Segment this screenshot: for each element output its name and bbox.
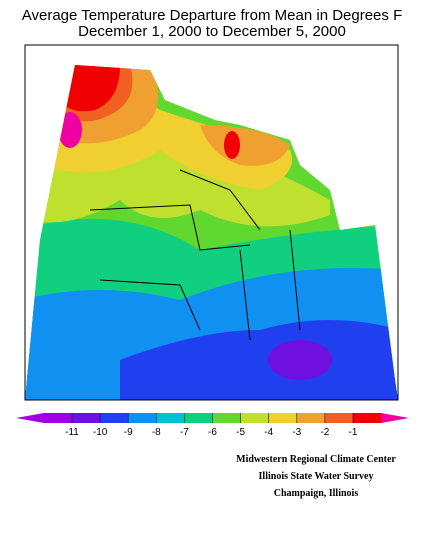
legend-label: -1 bbox=[349, 427, 358, 438]
legend-label: -8 bbox=[152, 427, 161, 438]
legend-swatch bbox=[268, 413, 297, 423]
legend-swatch bbox=[100, 413, 129, 423]
credit: Illinois State Water Survey bbox=[259, 471, 374, 482]
legend-arrow bbox=[15, 413, 72, 423]
legend-swatch bbox=[296, 413, 325, 423]
legend-swatch bbox=[128, 413, 157, 423]
legend-swatch bbox=[240, 413, 269, 423]
legend-label: -10 bbox=[93, 427, 108, 438]
legend-label: -11 bbox=[65, 427, 79, 438]
legend-label: -3 bbox=[292, 427, 301, 438]
legend-label: -5 bbox=[236, 427, 245, 438]
legend-swatch bbox=[72, 413, 101, 423]
legend-swatch bbox=[353, 413, 382, 423]
legend-swatch bbox=[184, 413, 213, 423]
legend-swatch bbox=[212, 413, 241, 423]
legend-label: -2 bbox=[320, 427, 329, 438]
legend-swatch bbox=[156, 413, 185, 423]
credit: Champaign, Illinois bbox=[274, 488, 359, 499]
legend-swatch bbox=[324, 413, 353, 423]
color-legend: -11 -10 -9 -8 -7 -6 -5 -4 -3 -2 -1 bbox=[15, 413, 410, 438]
map-frame bbox=[24, 44, 399, 401]
temperature-map bbox=[25, 65, 398, 400]
title-line: Average Temperature Departure from Mean … bbox=[22, 7, 402, 24]
legend-label: -7 bbox=[180, 427, 189, 438]
legend-label: -9 bbox=[124, 427, 133, 438]
legend-label: -6 bbox=[208, 427, 217, 438]
legend-label: -4 bbox=[264, 427, 273, 438]
credit: Midwestern Regional Climate Center bbox=[236, 454, 396, 465]
title-line: December 1, 2000 to December 5, 2000 bbox=[78, 23, 346, 40]
